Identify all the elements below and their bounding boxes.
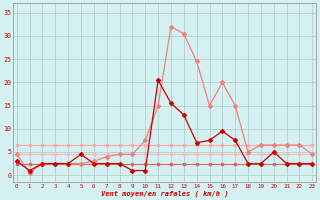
X-axis label: Vent moyen/en rafales ( km/h ): Vent moyen/en rafales ( km/h ): [101, 190, 228, 197]
